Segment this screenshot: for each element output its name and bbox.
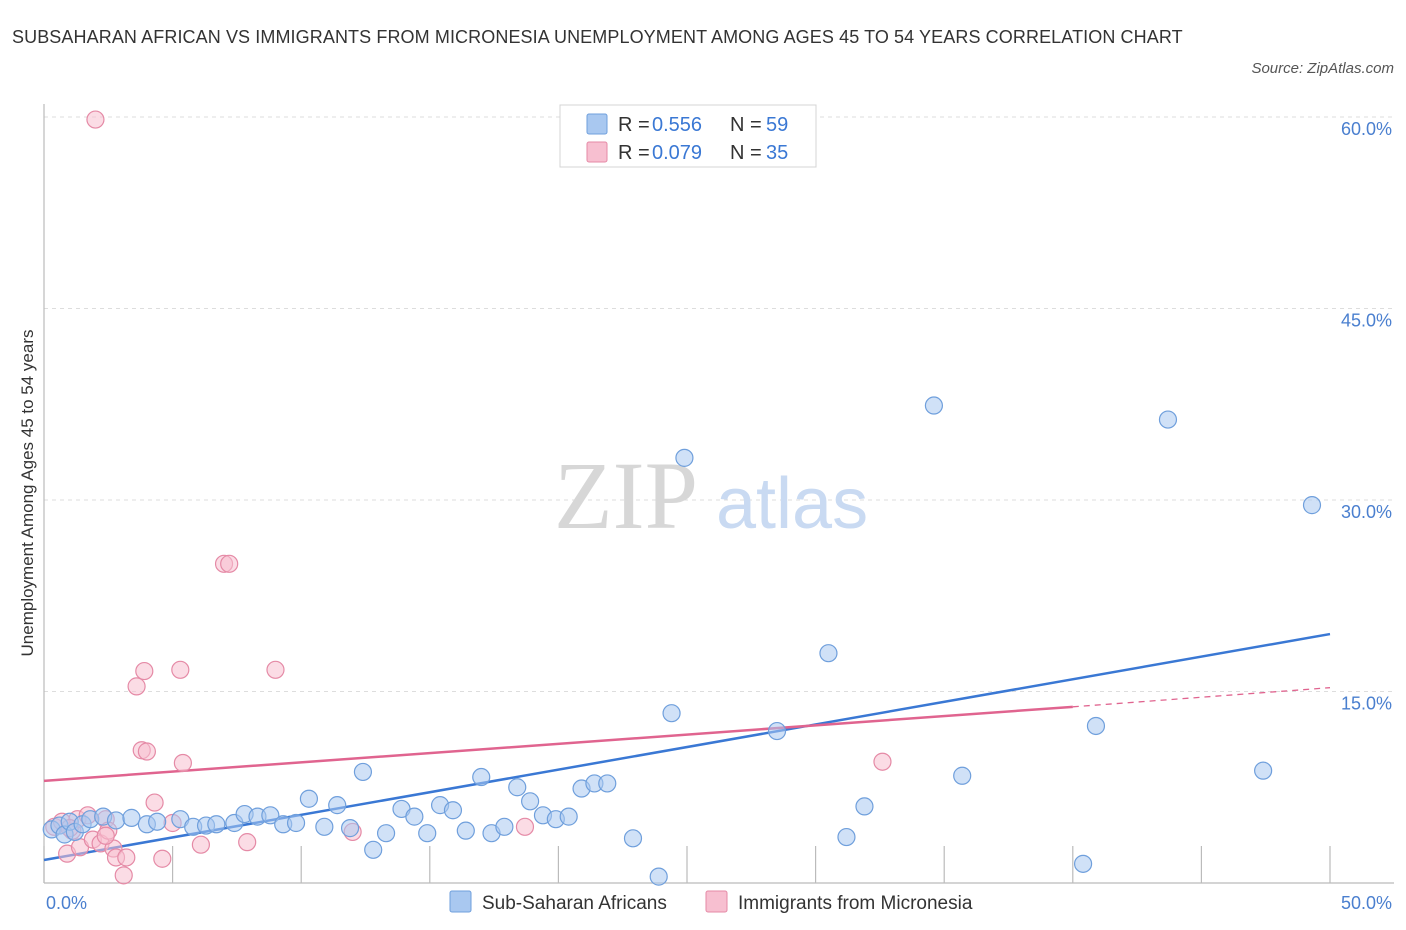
data-point-sub-saharan [675, 448, 694, 467]
legend-swatch-sub-saharan [586, 113, 608, 135]
data-point-micronesia [135, 661, 154, 681]
data-point-sub-saharan [598, 774, 617, 793]
chart-title: SUBSAHARAN AFRICAN VS IMMIGRANTS FROM MI… [12, 27, 1183, 47]
data-point-micronesia [173, 753, 192, 773]
data-point-micronesia [96, 826, 115, 845]
data-point-micronesia [137, 742, 156, 761]
legend-n-label-1: N = [730, 114, 762, 136]
y-tick-label: 30.0% [1341, 502, 1392, 522]
trend-line-1 [43, 705, 1073, 783]
data-point-micronesia [127, 677, 146, 696]
data-point-sub-saharan [649, 867, 668, 886]
data-point-sub-saharan [1086, 716, 1106, 736]
data-point-sub-saharan [122, 808, 141, 827]
data-point-sub-saharan [315, 817, 334, 836]
legend-r-value-2: 0.079 [652, 142, 702, 164]
data-point-sub-saharan [443, 801, 463, 820]
data-point-sub-saharan [953, 766, 972, 785]
source-note: Source: ZipAtlas.com [1251, 60, 1394, 77]
data-point-sub-saharan [837, 827, 856, 847]
data-point-sub-saharan [855, 797, 874, 816]
legend-n-label-2: N = [730, 142, 762, 164]
gridlines [44, 116, 1394, 692]
data-point-sub-saharan [819, 644, 838, 663]
data-point-micronesia [117, 848, 136, 867]
data-point-sub-saharan [662, 704, 681, 723]
data-point-sub-saharan [148, 812, 167, 831]
axes [43, 104, 1394, 884]
x-tick-label-min: 0.0% [46, 893, 87, 913]
y-axis-label: Unemployment Among Ages 45 to 54 years [18, 330, 37, 657]
data-point-micronesia [266, 660, 285, 679]
data-point-sub-saharan [508, 778, 527, 797]
bottom-legend-swatch-sub-saharan [449, 890, 472, 913]
data-point-micronesia [145, 793, 164, 812]
data-point-sub-saharan [1158, 410, 1178, 429]
data-point-sub-saharan [1073, 854, 1093, 873]
data-point-sub-saharan [106, 811, 126, 830]
data-point-micronesia [191, 835, 210, 854]
data-point-micronesia [114, 866, 133, 885]
legend-n-value-2: 35 [766, 142, 788, 164]
data-point-sub-saharan [353, 762, 373, 782]
data-point-sub-saharan [299, 789, 319, 808]
data-point-sub-saharan [286, 813, 306, 833]
bottom-legend: Sub-Saharan Africans Immigrants from Mic… [449, 890, 973, 914]
data-point-micronesia [220, 554, 239, 573]
data-point-sub-saharan [405, 807, 424, 826]
legend-swatch-micronesia [586, 141, 608, 163]
data-point-sub-saharan [364, 840, 383, 859]
data-point-sub-saharan [495, 817, 514, 836]
y-tick-label: 60.0% [1341, 119, 1392, 139]
data-point-sub-saharan [261, 806, 280, 825]
y-tick-label: 45.0% [1341, 311, 1392, 331]
data-point-sub-saharan [924, 396, 944, 415]
data-point-sub-saharan [521, 792, 540, 811]
x-tick-label-max: 50.0% [1341, 893, 1392, 913]
data-point-sub-saharan [767, 721, 787, 741]
bottom-legend-swatch-micronesia [705, 890, 728, 913]
data-points [42, 110, 1322, 886]
data-point-sub-saharan [559, 807, 578, 826]
x-axis-ticks [43, 846, 1331, 883]
legend-box: R = 0.556 N = 59 R = 0.079 N = 35 [559, 104, 817, 168]
y-tick-label: 15.0% [1341, 694, 1392, 714]
legend-r-label-1: R = [618, 114, 650, 136]
bottom-legend-label-sub-saharan: Sub-Saharan Africans [482, 893, 667, 914]
data-point-micronesia [873, 752, 892, 771]
data-point-micronesia [171, 660, 190, 679]
data-point-micronesia [153, 849, 172, 868]
data-point-sub-saharan [1254, 761, 1273, 780]
legend-r-value-1: 0.556 [652, 114, 702, 136]
legend-n-value-1: 59 [766, 114, 788, 136]
data-point-micronesia [238, 833, 257, 852]
data-point-sub-saharan [376, 824, 396, 843]
data-point-sub-saharan [418, 824, 437, 843]
bottom-legend-label-micronesia: Immigrants from Micronesia [738, 893, 973, 914]
trend-line-dashed-1 [1072, 687, 1331, 708]
watermark-atlas: atlas [716, 464, 868, 544]
data-point-sub-saharan [456, 821, 475, 840]
data-point-micronesia [515, 817, 535, 836]
data-point-sub-saharan [623, 829, 643, 848]
data-point-sub-saharan [472, 767, 491, 787]
data-point-sub-saharan [207, 815, 226, 834]
watermark-zip: ZIP [554, 442, 698, 549]
data-point-sub-saharan [328, 796, 347, 815]
data-point-sub-saharan [340, 819, 360, 838]
data-point-sub-saharan [1302, 496, 1322, 515]
data-point-micronesia [86, 110, 105, 129]
legend-r-label-2: R = [618, 142, 650, 164]
y-tick-labels: 15.0% 30.0% 45.0% 60.0% [1341, 119, 1392, 714]
